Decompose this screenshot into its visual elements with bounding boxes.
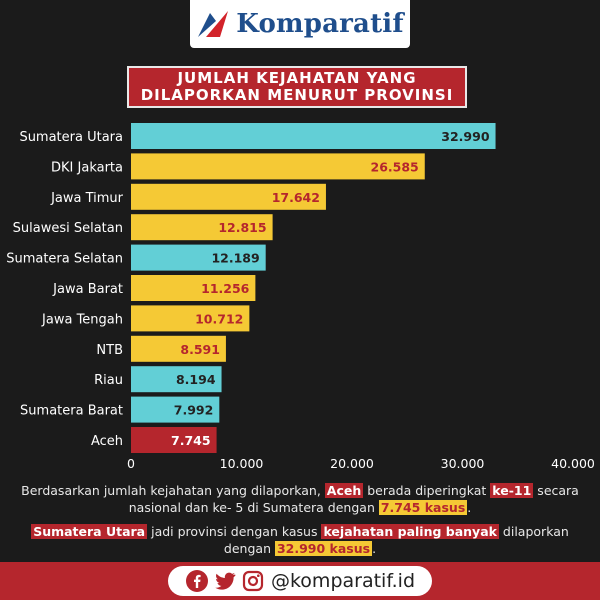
value-label-6: 10.712 bbox=[195, 311, 243, 326]
instagram-icon[interactable] bbox=[241, 569, 265, 593]
x-tick-label-4: 40.000 bbox=[551, 456, 595, 471]
bar-1 bbox=[131, 153, 425, 180]
footer-text: . bbox=[467, 500, 472, 515]
category-label-7: NTB bbox=[96, 343, 123, 358]
category-label-6: Jawa Tengah bbox=[41, 312, 123, 327]
footer-paragraph-1: Berdasarkan jumlah kejahatan yang dilapo… bbox=[20, 482, 580, 516]
footer-text: berada diperingkat bbox=[363, 483, 491, 498]
value-label-0: 32.990 bbox=[441, 129, 490, 144]
bar-9 bbox=[131, 396, 220, 423]
highlight-most-crimes: kejahatan paling banyak bbox=[321, 524, 499, 539]
highlight-province: Sumatera Utara bbox=[31, 524, 148, 539]
facebook-icon[interactable] bbox=[185, 569, 209, 593]
value-label-2: 17.642 bbox=[272, 190, 320, 205]
x-tick-label-0: 0 bbox=[127, 456, 135, 471]
footer-text: Berdasarkan jumlah kejahatan yang dilapo… bbox=[21, 483, 325, 498]
bar-6 bbox=[131, 305, 250, 332]
twitter-icon[interactable] bbox=[213, 569, 237, 593]
footer-text: jadi provinsi dengan kasus bbox=[147, 524, 322, 539]
value-label-5: 11.256 bbox=[201, 281, 250, 296]
chart-title-line2: DILAPORKAN MENURUT PROVINSI bbox=[140, 86, 454, 104]
bar-10 bbox=[131, 427, 217, 453]
value-label-4: 12.189 bbox=[211, 251, 259, 266]
x-tick-label-1: 10.000 bbox=[220, 456, 264, 471]
social-pill: @komparatif.id bbox=[168, 566, 432, 596]
bar-8 bbox=[131, 366, 222, 393]
brand-name: Komparatif bbox=[236, 9, 404, 39]
footer-text: secara nasional dan ke- 5 di Sumatera de… bbox=[128, 483, 579, 515]
bottom-bar: @komparatif.id bbox=[0, 562, 600, 600]
category-label-2: Jawa Timur bbox=[50, 191, 124, 206]
value-label-7: 8.591 bbox=[180, 342, 220, 357]
value-label-1: 26.585 bbox=[371, 159, 419, 174]
category-label-9: Sumatera Barat bbox=[20, 404, 123, 419]
highlight-top-cases: 32.990 kasus bbox=[274, 541, 373, 556]
category-label-8: Riau bbox=[94, 373, 123, 388]
bar-7 bbox=[131, 335, 226, 362]
footer-text: dilaporkan dengan bbox=[223, 524, 569, 556]
chart-title: JUMLAH KEJAHATAN YANG DILAPORKAN MENURUT… bbox=[127, 66, 467, 108]
bar-0 bbox=[131, 123, 496, 149]
category-label-1: DKI Jakarta bbox=[51, 160, 123, 175]
bar-4 bbox=[131, 244, 266, 271]
bar-2 bbox=[131, 183, 326, 210]
bar-5 bbox=[131, 275, 256, 301]
bar-chart: Sumatera Utara 32.990 DKI Jakarta 26.585 Jaw… bbox=[6, 123, 595, 471]
category-label-10: Aceh bbox=[91, 434, 123, 449]
value-label-8: 8.194 bbox=[176, 372, 216, 387]
social-handle[interactable]: @komparatif.id bbox=[270, 570, 416, 592]
highlight-rank: ke-11 bbox=[490, 483, 534, 498]
bar-3 bbox=[131, 214, 273, 241]
category-label-4: Sumatera Selatan bbox=[6, 252, 123, 267]
footer-paragraph-2: Sumatera Utara jadi provinsi dengan kasu… bbox=[20, 523, 580, 557]
komparatif-logo-icon bbox=[198, 11, 229, 37]
highlight-aceh: Aceh bbox=[324, 483, 364, 498]
value-label-3: 12.815 bbox=[218, 220, 266, 235]
brand-logo: Komparatif bbox=[190, 0, 410, 48]
footer-text: . bbox=[372, 541, 377, 556]
category-label-3: Sulawesi Selatan bbox=[13, 221, 123, 236]
value-label-10: 7.745 bbox=[171, 433, 211, 448]
x-tick-label-3: 30.000 bbox=[441, 456, 485, 471]
value-label-9: 7.992 bbox=[174, 403, 214, 418]
highlight-aceh-cases: 7.745 kasus bbox=[378, 500, 468, 515]
chart-title-line1: JUMLAH KEJAHATAN YANG bbox=[177, 69, 417, 87]
category-label-5: Jawa Barat bbox=[52, 282, 123, 297]
category-label-0: Sumatera Utara bbox=[19, 130, 123, 145]
x-tick-label-2: 20.000 bbox=[330, 456, 374, 471]
